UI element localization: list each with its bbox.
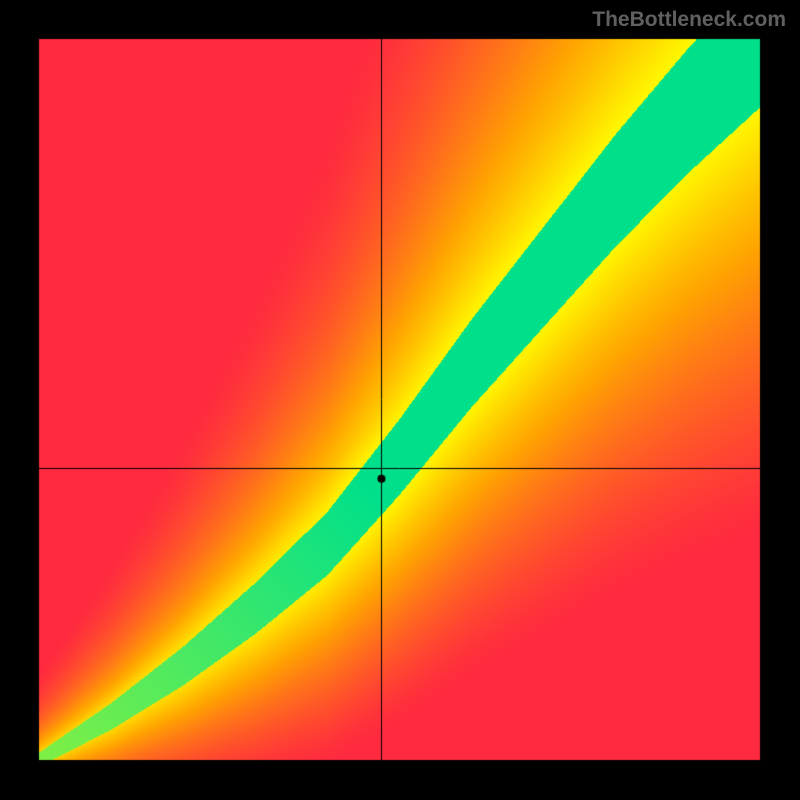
bottleneck-heatmap xyxy=(0,0,800,800)
watermark-text: TheBottleneck.com xyxy=(592,8,786,32)
chart-container: TheBottleneck.com xyxy=(0,0,800,800)
